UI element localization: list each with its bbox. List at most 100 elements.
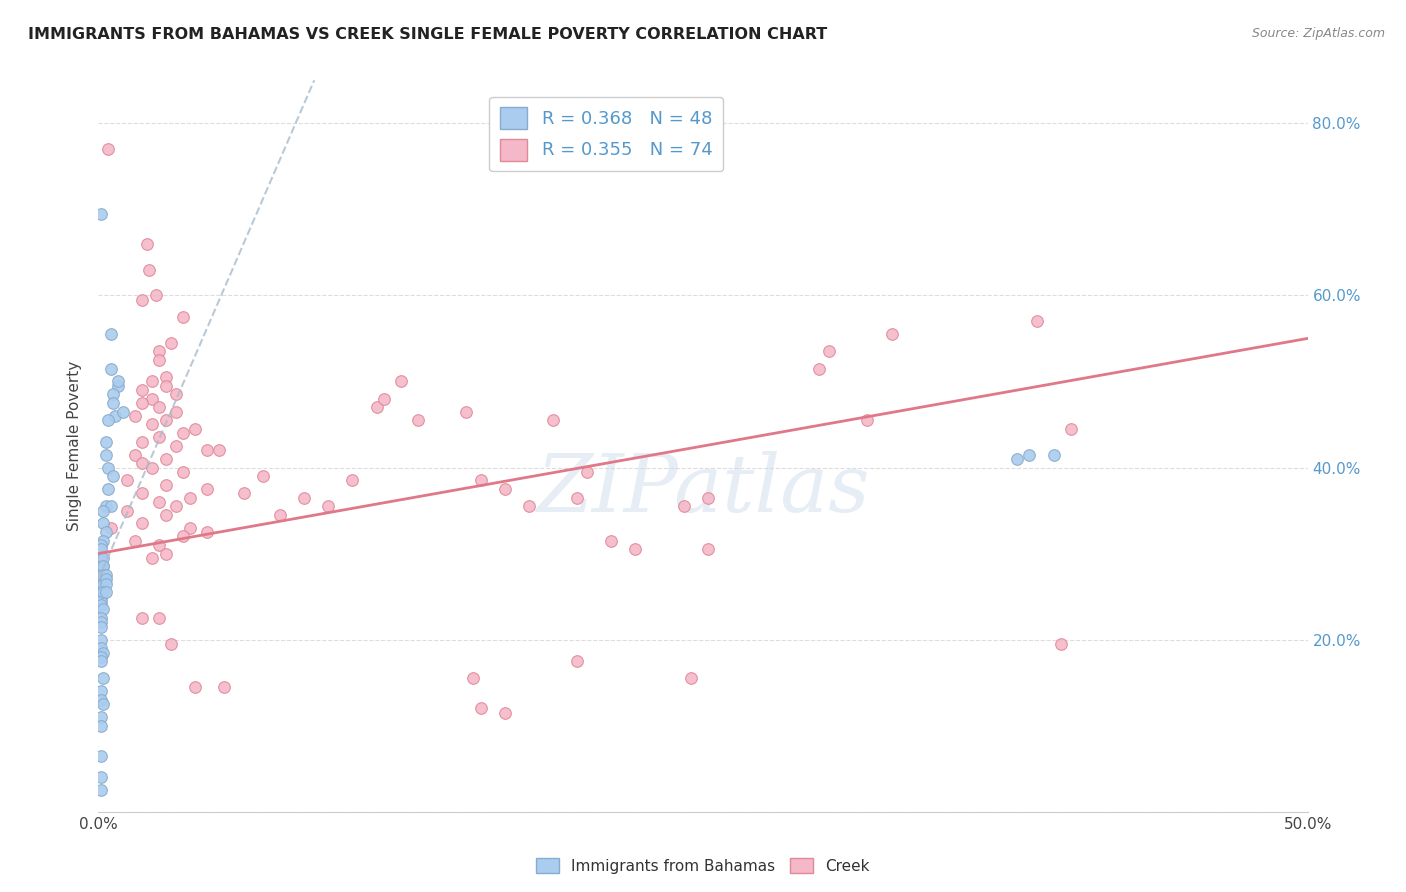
Point [97, 413, 120, 427]
Point [104, 409, 127, 423]
Point [94, 434, 117, 449]
Point [90, 581, 112, 595]
Point [90, 649, 112, 664]
Point [90, 598, 112, 612]
Point [91, 550, 114, 565]
Text: Source: ZipAtlas.com: Source: ZipAtlas.com [1251, 27, 1385, 40]
Point [179, 521, 201, 535]
Point [575, 465, 598, 479]
Point [90, 568, 112, 582]
Point [91, 576, 114, 591]
Point [100, 521, 122, 535]
Point [148, 353, 170, 368]
Point [117, 474, 139, 488]
Point [91, 602, 114, 616]
Point [94, 524, 117, 539]
Point [91, 559, 114, 574]
Point [90, 770, 112, 784]
Point [567, 491, 589, 505]
Point [195, 443, 218, 458]
Point [91, 671, 114, 685]
Point [141, 417, 163, 432]
Point [135, 236, 157, 251]
Point [208, 443, 231, 458]
Text: ZIPatlas: ZIPatlas [536, 451, 870, 529]
Point [463, 671, 485, 685]
Point [195, 482, 218, 496]
Point [94, 585, 117, 599]
Point [107, 375, 129, 389]
Point [90, 564, 112, 578]
Point [817, 344, 839, 359]
Point [90, 620, 112, 634]
Point [406, 413, 429, 427]
Point [155, 413, 177, 427]
Point [131, 383, 153, 397]
Point [148, 538, 170, 552]
Point [172, 465, 194, 479]
Point [131, 396, 153, 410]
Point [90, 550, 112, 565]
Point [148, 344, 170, 359]
Point [880, 327, 903, 342]
Point [148, 611, 170, 625]
Point [124, 409, 146, 423]
Point [541, 413, 564, 427]
Point [91, 559, 114, 574]
Point [165, 439, 187, 453]
Point [94, 500, 117, 514]
Point [342, 474, 364, 488]
Point [155, 370, 177, 384]
Point [91, 503, 114, 517]
Point [160, 637, 183, 651]
Point [517, 500, 540, 514]
Point [373, 392, 395, 406]
Point [1059, 422, 1081, 436]
Point [90, 615, 112, 630]
Point [90, 590, 112, 604]
Point [100, 327, 122, 342]
Point [470, 701, 492, 715]
Point [131, 516, 153, 531]
Point [600, 533, 623, 548]
Legend: R = 0.368   N = 48, R = 0.355   N = 74: R = 0.368 N = 48, R = 0.355 N = 74 [489, 96, 723, 171]
Point [90, 585, 112, 599]
Point [454, 404, 477, 418]
Point [679, 671, 702, 685]
Point [696, 491, 718, 505]
Point [90, 594, 112, 608]
Point [856, 413, 879, 427]
Point [1050, 637, 1073, 651]
Point [148, 401, 170, 415]
Point [131, 293, 153, 307]
Point [131, 486, 153, 500]
Point [141, 460, 163, 475]
Point [494, 706, 516, 720]
Point [90, 542, 112, 557]
Point [94, 576, 117, 591]
Point [148, 430, 170, 444]
Point [91, 697, 114, 711]
Point [808, 361, 831, 376]
Point [141, 550, 163, 565]
Point [155, 378, 177, 392]
Point [90, 684, 112, 698]
Point [90, 573, 112, 587]
Point [90, 538, 112, 552]
Point [179, 491, 201, 505]
Point [91, 533, 114, 548]
Point [165, 404, 187, 418]
Point [90, 585, 112, 599]
Point [97, 142, 120, 156]
Point [101, 396, 124, 410]
Point [111, 404, 134, 418]
Y-axis label: Single Female Poverty: Single Female Poverty [67, 361, 83, 531]
Point [90, 693, 112, 707]
Point [90, 783, 112, 797]
Point [212, 680, 235, 694]
Point [141, 392, 163, 406]
Point [90, 611, 112, 625]
Point [141, 375, 163, 389]
Point [131, 434, 153, 449]
Point [91, 585, 114, 599]
